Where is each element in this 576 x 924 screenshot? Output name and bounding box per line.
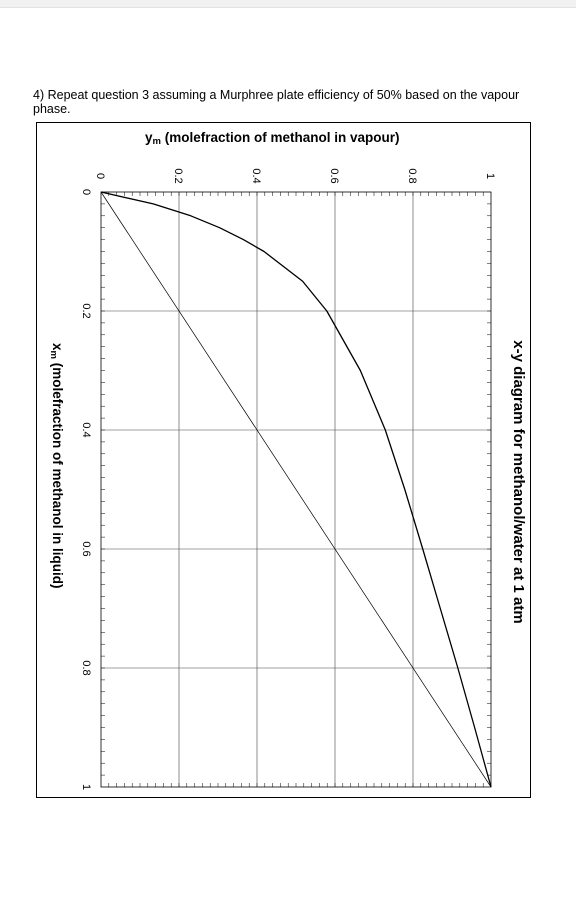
x-tick-label: 0.2 (80, 303, 92, 318)
y-tick-label: 0.4 (250, 168, 262, 183)
x-tick-label: 0.8 (80, 660, 92, 675)
question-text: 4) Repeat question 3 assuming a Murphree… (33, 88, 520, 116)
x-axis-label: xm (molefraction of methanol in liquid) (48, 343, 65, 588)
equilibrium-curve (100, 191, 492, 788)
x-tick-label: 1 (80, 784, 92, 790)
x-tick-label: 0.6 (80, 541, 92, 556)
browser-top-bar (0, 0, 576, 8)
chart-title: x-y diagram for methanol/water at 1 atm (510, 340, 527, 623)
x-tick-label: 0.4 (80, 422, 92, 437)
diagonal-line (100, 191, 492, 788)
x-tick-label: 0 (80, 189, 92, 195)
y-axis-label: ym (molefraction of methanol in vapour) (145, 130, 399, 147)
y-tick-label: 0 (94, 173, 106, 179)
chart-frame (36, 122, 531, 798)
y-tick-label: 0.2 (172, 168, 184, 183)
y-tick-label: 0.8 (406, 168, 418, 183)
y-tick-label: 0.6 (328, 168, 340, 183)
y-tick-label: 1 (484, 173, 496, 179)
